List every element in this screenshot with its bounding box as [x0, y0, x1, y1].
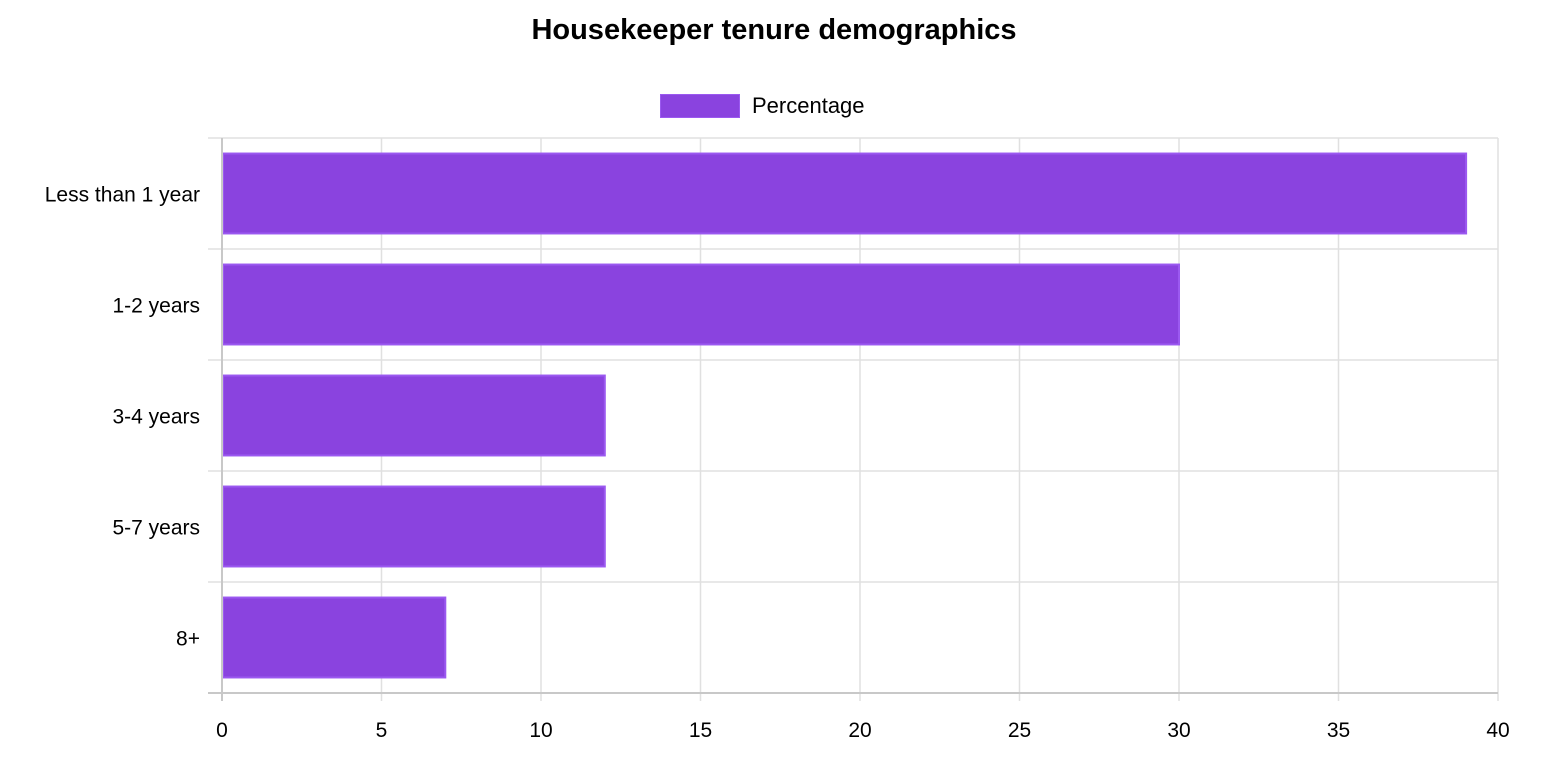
bar[interactable]: [222, 152, 1468, 235]
x-tick-label: 30: [1167, 719, 1190, 742]
x-tick-label: 5: [376, 719, 388, 742]
bar[interactable]: [222, 374, 606, 457]
axes: [208, 138, 1498, 701]
bar[interactable]: [222, 263, 1180, 346]
legend-label: Percentage: [752, 93, 865, 118]
y-category-label: Less than 1 year: [45, 184, 200, 207]
x-tick-label: 25: [1008, 719, 1031, 742]
x-tick-label: 0: [216, 719, 228, 742]
y-category-label: 5-7 years: [112, 517, 200, 540]
x-tick-label: 40: [1486, 719, 1509, 742]
legend[interactable]: Percentage: [660, 92, 865, 120]
x-tick-label: 10: [529, 719, 552, 742]
bar[interactable]: [222, 596, 447, 679]
legend-swatch: [660, 94, 740, 118]
y-category-label: 1-2 years: [112, 295, 200, 318]
bar[interactable]: [222, 485, 606, 568]
tick-labels: 0 5 10 15 20 25 30 35 40 Less than 1 year 1-2 year…: [45, 184, 1510, 743]
x-tick-label: 35: [1327, 719, 1350, 742]
bars: [222, 152, 1468, 679]
x-tick-label: 20: [848, 719, 871, 742]
x-tick-label: 15: [689, 719, 712, 742]
y-category-label: 3-4 years: [112, 406, 200, 429]
y-category-label: 8+: [176, 628, 200, 651]
chart-title: Housekeeper tenure demographics: [531, 14, 1017, 46]
